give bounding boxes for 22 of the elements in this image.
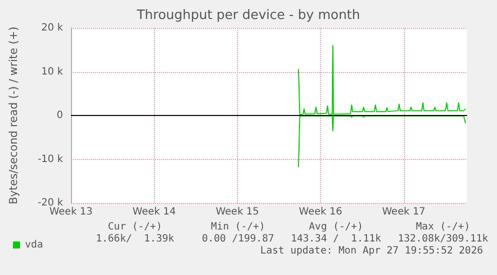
- x-tick-label: Week 14: [132, 206, 176, 218]
- legend-label: vda: [25, 240, 44, 250]
- text: Cur (-/+): [108, 222, 162, 232]
- chart-title: Throughput per device - by month: [136, 8, 360, 23]
- y-axis-title: Bytes/second read (-) / write (+): [7, 26, 20, 204]
- y-tick-label: -20 k: [38, 198, 64, 208]
- text: Max (-/+): [416, 222, 470, 232]
- text: 0.00 /199.87: [202, 234, 274, 244]
- y-tick-label: -10 k: [38, 154, 64, 165]
- x-tick-label: Week 15: [216, 206, 260, 218]
- y-tick-label: 20 k: [41, 22, 64, 34]
- y-tick-label: 0: [56, 110, 63, 121]
- text: 132.08k/309.11k: [398, 234, 488, 244]
- x-tick-label: Week 13: [49, 206, 93, 218]
- x-tick-label: Week 16: [298, 206, 342, 218]
- text: Min (-/+): [210, 222, 266, 232]
- text: Last update: Mon Apr 27 19:55:52 2026: [260, 246, 483, 256]
- text: 143.34 / 1.11k: [290, 234, 382, 244]
- x-tick-label: Week 17: [382, 206, 426, 218]
- text: Avg (-/+): [308, 222, 364, 232]
- y-tick-label: 10 k: [41, 66, 64, 78]
- text: 1.66k/ 1.39k: [96, 234, 174, 244]
